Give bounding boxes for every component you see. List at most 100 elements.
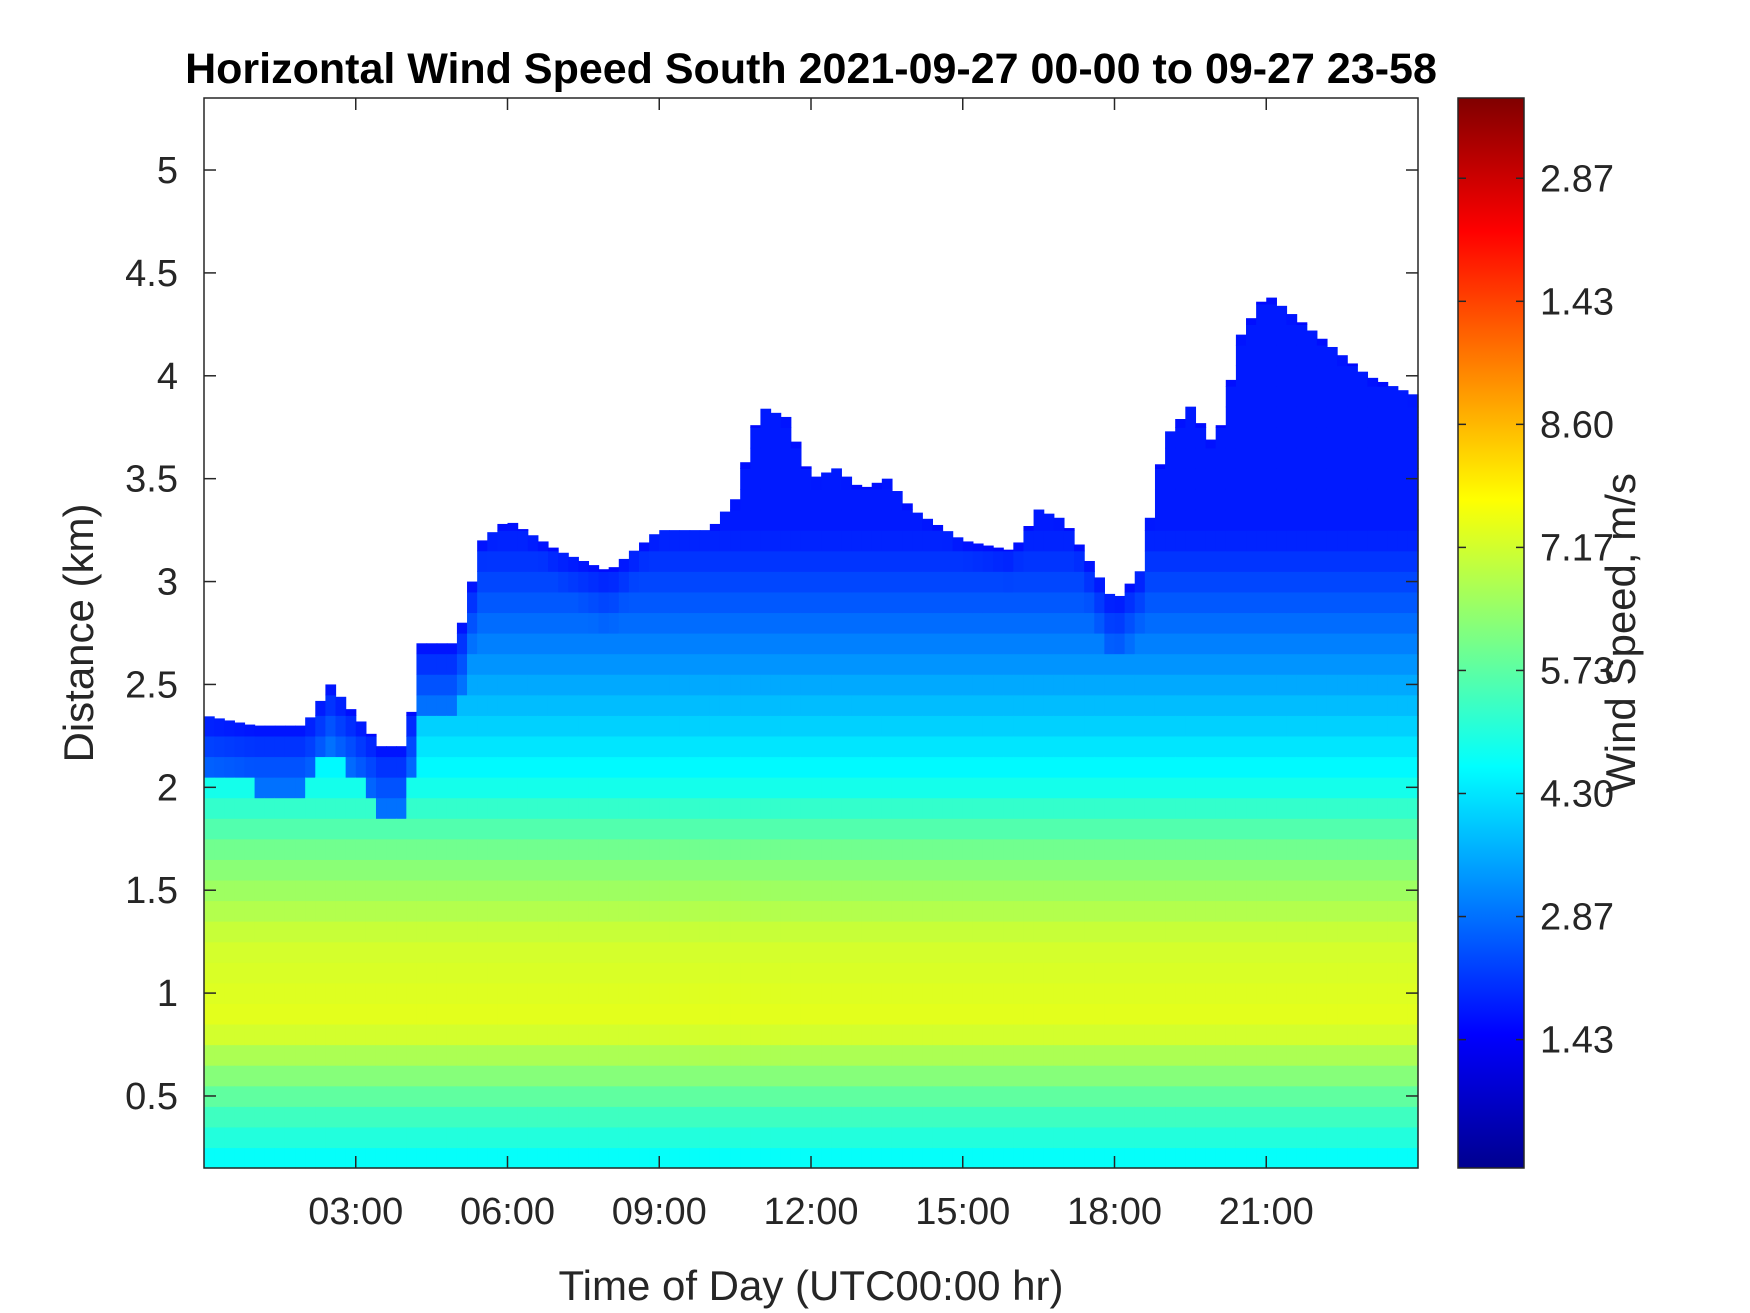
heatmap-cell	[487, 591, 498, 614]
heatmap-cell	[659, 1085, 670, 1107]
heatmap-cell	[234, 1085, 246, 1107]
heatmap-cell	[1337, 962, 1348, 984]
heatmap-cell	[628, 653, 640, 675]
heatmap-cell	[790, 962, 802, 984]
heatmap-cell	[315, 982, 326, 1004]
heatmap-cell	[295, 1044, 306, 1066]
heatmap-cell	[1033, 1106, 1045, 1128]
heatmap-cell	[305, 838, 316, 860]
heatmap-cell	[1124, 591, 1136, 614]
heatmap-cell	[396, 900, 407, 922]
heatmap-cell	[1033, 859, 1045, 881]
heatmap-cell	[1246, 1023, 1257, 1046]
heatmap-cell	[1296, 1065, 1308, 1087]
heatmap-cell	[537, 859, 549, 881]
heatmap-cell	[962, 900, 974, 922]
heatmap-cell	[861, 1023, 873, 1046]
heatmap-cell	[527, 1065, 539, 1087]
heatmap-cell	[1266, 297, 1277, 305]
heatmap-cell	[517, 715, 529, 737]
heatmap-cell	[1003, 694, 1014, 716]
heatmap-cell	[477, 540, 488, 552]
heatmap-cell	[1205, 962, 1217, 984]
heatmap-cell	[811, 509, 822, 531]
heatmap-cell	[1225, 550, 1237, 572]
heatmap-cell	[1256, 344, 1267, 367]
heatmap-cell	[618, 900, 630, 922]
heatmap-cell	[1185, 1085, 1197, 1107]
heatmap-cell	[1357, 1126, 1369, 1149]
heatmap-cell	[487, 674, 498, 696]
heatmap-cell	[1165, 1106, 1176, 1128]
heatmap-cell	[406, 962, 418, 984]
heatmap-cell	[204, 735, 215, 758]
heatmap-cell	[1235, 674, 1247, 696]
heatmap-cell	[416, 1085, 428, 1107]
heatmap-cell	[679, 962, 691, 984]
heatmap-cell	[679, 1147, 691, 1169]
heatmap-cell	[1246, 488, 1257, 511]
heatmap-cell	[811, 1065, 822, 1087]
heatmap-cell	[1357, 612, 1369, 634]
heatmap-cell	[1003, 653, 1014, 675]
heatmap-cell	[1165, 1023, 1176, 1046]
heatmap-cell	[1215, 694, 1227, 716]
heatmap-cell	[1316, 674, 1328, 696]
heatmap-cell	[315, 921, 326, 943]
heatmap-cell	[962, 653, 974, 675]
heatmap-cell	[1043, 859, 1055, 881]
heatmap-cell	[406, 879, 418, 902]
heatmap-cell	[740, 1065, 751, 1087]
heatmap-cell	[426, 1147, 438, 1169]
heatmap-cell	[558, 735, 569, 758]
heatmap-cell	[1357, 653, 1369, 675]
heatmap-cell	[547, 1044, 559, 1066]
heatmap-cell	[315, 818, 326, 840]
heatmap-cell	[1367, 447, 1379, 469]
heatmap-cell	[467, 581, 478, 593]
heatmap-cell	[1306, 1044, 1318, 1066]
heatmap-cell	[993, 674, 1004, 696]
heatmap-cell	[345, 900, 357, 922]
heatmap-cell	[639, 633, 650, 655]
heatmap-cell	[750, 921, 762, 943]
heatmap-cell	[709, 1147, 721, 1169]
heatmap-cell	[527, 674, 539, 696]
heatmap-cell	[244, 1126, 256, 1149]
heatmap-cell	[1276, 305, 1288, 325]
heatmap-cell	[1175, 468, 1186, 490]
heatmap-cell	[578, 1106, 590, 1128]
heatmap-cell	[1276, 1106, 1288, 1128]
heatmap-cell	[1326, 488, 1338, 511]
heatmap-cell	[790, 488, 802, 511]
heatmap-cell	[477, 859, 488, 881]
heatmap-cell	[274, 756, 286, 778]
heatmap-cell	[902, 591, 913, 614]
heatmap-cell	[1256, 365, 1267, 387]
heatmap-cell	[982, 550, 994, 572]
heatmap-cell	[568, 941, 579, 963]
heatmap-cell	[517, 797, 529, 819]
heatmap-cell	[861, 982, 873, 1004]
heatmap-cell	[750, 941, 762, 963]
heatmap-cell	[1397, 406, 1409, 428]
heatmap-cell	[1013, 1085, 1025, 1107]
heatmap-cell	[1165, 674, 1176, 696]
heatmap-cell	[1094, 633, 1105, 655]
heatmap-cell	[1053, 1106, 1065, 1128]
heatmap-cell	[375, 941, 387, 963]
heatmap-cell	[740, 962, 751, 984]
heatmap-cell	[467, 1106, 478, 1128]
heatmap-cell	[932, 653, 944, 675]
heatmap-cell	[467, 1065, 478, 1087]
heatmap-cell	[537, 1126, 549, 1149]
heatmap-cell	[902, 694, 913, 716]
heatmap-cell	[1215, 962, 1227, 984]
heatmap-cell	[436, 1003, 448, 1025]
heatmap-cell	[558, 879, 569, 902]
heatmap-cell	[750, 1003, 762, 1025]
heatmap-cell	[1094, 653, 1105, 675]
heatmap-cell	[325, 1147, 337, 1169]
heatmap-cell	[871, 653, 883, 675]
heatmap-cell	[264, 900, 276, 922]
